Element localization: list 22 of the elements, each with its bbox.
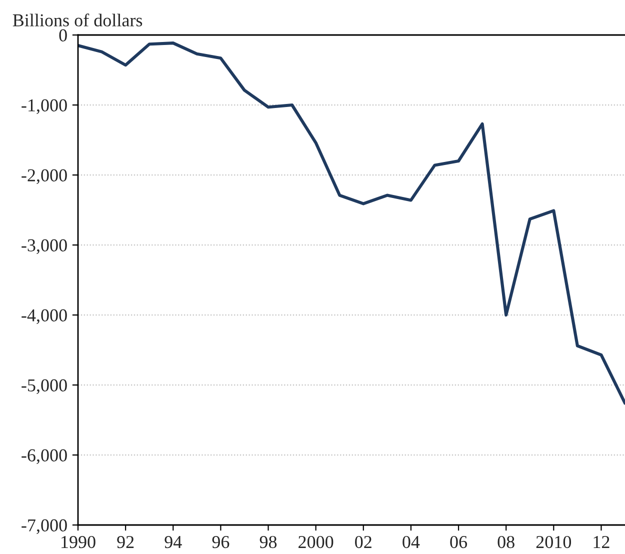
y-tick-label: -2,000	[22, 169, 67, 184]
y-axis-title: Billions of dollars	[12, 14, 142, 26]
y-tick-label: -1,000	[22, 99, 67, 114]
y-tick-label: -5,000	[22, 379, 67, 394]
y-tick-label: -6,000	[22, 449, 67, 464]
x-tick-label: 1990	[62, 536, 96, 548]
y-tick-label: -4,000	[22, 309, 67, 324]
x-tick-label: 12	[594, 536, 610, 548]
y-tick-label: -3,000	[22, 239, 67, 254]
x-tick-label: 98	[260, 536, 277, 548]
x-tick-label: 02	[355, 536, 372, 548]
x-tick-label: 92	[117, 536, 134, 548]
y-tick-label: 0	[59, 29, 67, 42]
x-tick-label: 2000	[298, 536, 334, 548]
x-tick-label: 2010	[536, 536, 572, 548]
x-tick-label: 04	[402, 536, 420, 548]
x-tick-label: 94	[164, 536, 182, 548]
line-series	[78, 42, 625, 405]
x-tick-label: 08	[498, 536, 514, 548]
x-tick-label: 06	[450, 536, 468, 548]
y-tick-label: -7,000	[22, 519, 67, 534]
x-tick-label: 96	[212, 536, 230, 548]
